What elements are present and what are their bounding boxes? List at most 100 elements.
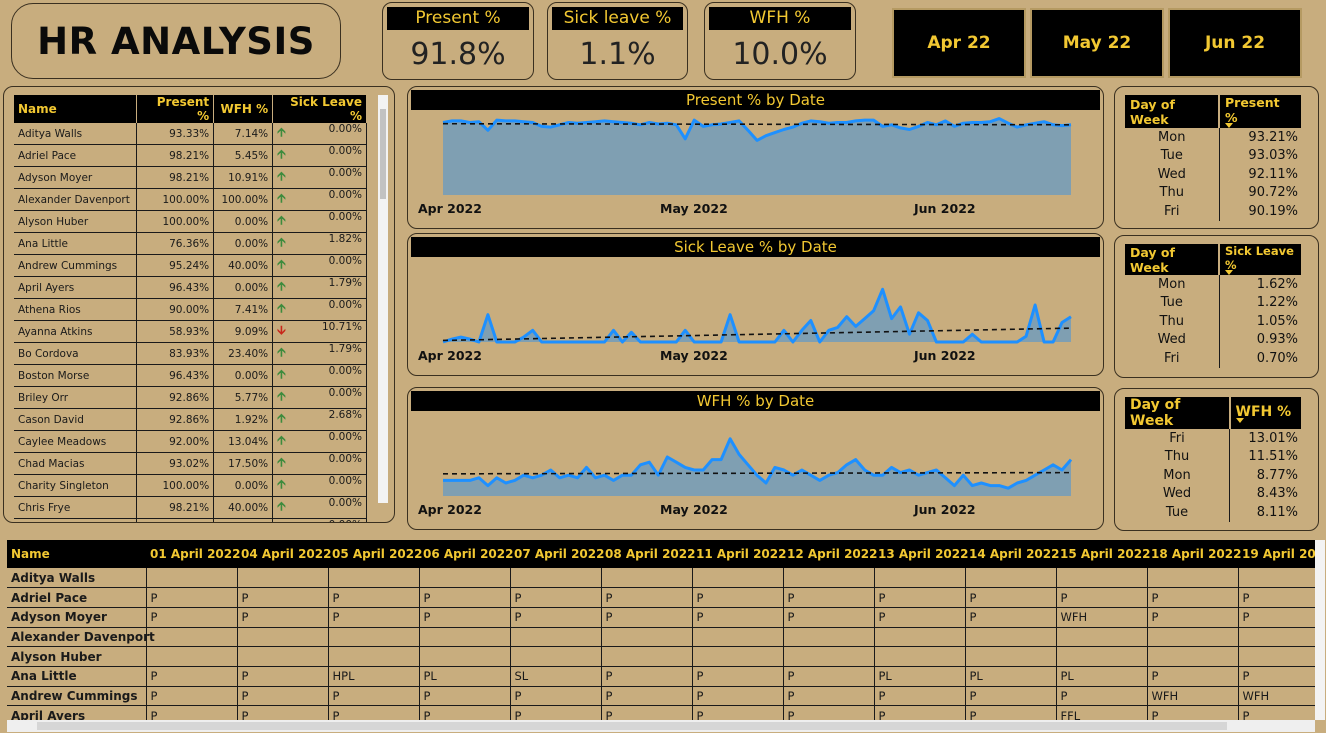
table-row[interactable]: Cason David 92.86% 1.92% 🡩 2.68% bbox=[14, 408, 367, 431]
att-col-date-header[interactable]: 12 April 2022 bbox=[783, 540, 877, 568]
month-slicer-may[interactable]: May 22 bbox=[1030, 8, 1164, 78]
arrow-up-icon: 🡩 bbox=[277, 367, 286, 381]
hscrollbar-thumb[interactable] bbox=[37, 722, 1227, 730]
att-status-cell: P bbox=[783, 666, 875, 687]
table-row[interactable]: Wed 0.93% bbox=[1125, 330, 1302, 349]
table-row[interactable]: Mon 1.62% bbox=[1125, 275, 1302, 294]
employee-name: Adriel Pace bbox=[14, 144, 138, 167]
att-col-name-header[interactable]: Name bbox=[7, 540, 146, 568]
col-present-header[interactable]: Present % bbox=[136, 95, 215, 123]
table-row[interactable]: Andrew Cummings 95.24% 40.00% 🡩 0.00% bbox=[14, 254, 367, 277]
arrow-up-icon: 🡩 bbox=[277, 257, 286, 271]
table-row[interactable]: Briley Orr 92.86% 5.77% 🡩 0.00% bbox=[14, 386, 367, 409]
att-col-date-header[interactable]: 08 April 2022 bbox=[601, 540, 695, 568]
table-row[interactable]: Athena Rios 90.00% 7.41% 🡩 0.00% bbox=[14, 298, 367, 321]
sick-header[interactable]: Sick Leave % bbox=[1219, 244, 1303, 275]
att-col-date-header[interactable]: 18 April 2022 bbox=[1147, 540, 1241, 568]
sick-value-cell: 🡩 0.00% bbox=[272, 210, 367, 233]
employee-table-scrollbar[interactable] bbox=[378, 95, 388, 503]
att-col-date-header[interactable]: 15 April 2022 bbox=[1056, 540, 1150, 568]
att-col-date-header[interactable]: 05 April 2022 bbox=[328, 540, 422, 568]
day-value: 11.51% bbox=[1248, 449, 1298, 465]
table-row[interactable]: Ciara Allison100.00%0.00%🡩0.00% bbox=[14, 518, 367, 522]
series-line bbox=[442, 287, 1072, 344]
table-row[interactable]: Andrew Cummings P P P P P P P P P P P WFH WFH bbox=[7, 686, 1315, 707]
att-status-cell bbox=[965, 627, 1057, 648]
table-row[interactable]: Thu 90.72% bbox=[1125, 183, 1302, 202]
table-row[interactable]: Mon 8.77% bbox=[1125, 466, 1302, 485]
table-row[interactable]: Chris Frye 98.21% 40.00% 🡩 0.00% bbox=[14, 496, 367, 519]
table-row[interactable]: Fri 90.19% bbox=[1125, 202, 1302, 221]
employee-name: Cason David bbox=[14, 408, 138, 431]
table-row[interactable]: Fri 13.01% bbox=[1125, 429, 1302, 448]
table-row[interactable]: April Ayers P P P P P P P P P P FFL P P bbox=[7, 705, 1315, 720]
table-row[interactable]: Aditya Walls 93.33% 7.14% 🡩 0.00% bbox=[14, 123, 367, 145]
att-status-cell: P bbox=[1056, 686, 1148, 707]
att-col-date-header[interactable]: 01 April 2022 bbox=[146, 540, 240, 568]
att-col-date-header[interactable]: 14 April 2022 bbox=[965, 540, 1059, 568]
dow-header[interactable]: Day of Week bbox=[1125, 397, 1231, 429]
scrollbar-thumb[interactable] bbox=[380, 109, 386, 199]
month-slicer-jun[interactable]: Jun 22 bbox=[1168, 8, 1302, 78]
att-status-cell: P bbox=[874, 686, 966, 707]
sick-value: 10.71% bbox=[321, 321, 362, 333]
table-row[interactable]: Bo Cordova 83.93% 23.40% 🡩 1.79% bbox=[14, 342, 367, 365]
table-row[interactable]: Adyson Moyer P P P P P P P P P P WFH P P bbox=[7, 607, 1315, 628]
table-row[interactable]: Ana Little P P HPL PL SL P P P PL PL PL P P bbox=[7, 666, 1315, 687]
table-row[interactable]: Tue 8.11% bbox=[1125, 503, 1302, 522]
table-row[interactable]: Alyson Huber bbox=[7, 646, 1315, 667]
wfh-value: 40.00% bbox=[213, 254, 274, 277]
table-row[interactable]: Alyson Huber 100.00% 0.00% 🡩 0.00% bbox=[14, 210, 367, 233]
att-col-date-header[interactable]: 07 April 2022 bbox=[510, 540, 604, 568]
att-status-cell: WFH bbox=[1056, 607, 1148, 628]
table-row[interactable]: Ayanna Atkins 58.93% 9.09% 🡫 10.71% bbox=[14, 320, 367, 343]
sick-value-cell: 🡩 0.00% bbox=[272, 386, 367, 409]
table-row[interactable]: Alexander Davenport 100.00% 100.00% 🡩 0.00% bbox=[14, 188, 367, 211]
table-row[interactable]: Thu 1.05% bbox=[1125, 312, 1302, 331]
table-row[interactable]: Mon 93.21% bbox=[1125, 128, 1302, 147]
kpi-present-value: 91.8% bbox=[410, 37, 506, 72]
att-col-date-header[interactable]: 06 April 2022 bbox=[419, 540, 513, 568]
table-row[interactable]: Tue 93.03% bbox=[1125, 146, 1302, 165]
att-col-date-header[interactable]: 13 April 2022 bbox=[874, 540, 968, 568]
table-row[interactable]: Ana Little 76.36% 0.00% 🡩 1.82% bbox=[14, 232, 367, 255]
att-col-date-header[interactable]: 04 April 2022 bbox=[237, 540, 331, 568]
col-sick-header[interactable]: Sick Leave % bbox=[272, 95, 367, 123]
table-row[interactable]: Thu 11.51% bbox=[1125, 447, 1302, 466]
att-status-cell bbox=[1147, 568, 1239, 589]
att-col-date-header[interactable]: 19 April 2022 bbox=[1238, 540, 1315, 568]
table-row[interactable]: Charity Singleton 100.00% 0.00% 🡩 0.00% bbox=[14, 474, 367, 497]
sick-chart-title: Sick Leave % by Date bbox=[411, 237, 1100, 257]
table-row[interactable]: Alexander Davenport bbox=[7, 627, 1315, 648]
dow-header[interactable]: Day of Week bbox=[1125, 244, 1220, 275]
kpi-present-card: Present % 91.8% bbox=[382, 2, 534, 80]
table-row[interactable]: Adriel Pace P P P P P P P P P P P P P bbox=[7, 587, 1315, 608]
table-row[interactable]: Adyson Moyer 98.21% 10.91% 🡩 0.00% bbox=[14, 166, 367, 189]
att-status-cell bbox=[874, 627, 966, 648]
table-row[interactable]: Wed 8.43% bbox=[1125, 484, 1302, 503]
present-value: 100.00% bbox=[136, 210, 215, 233]
table-row[interactable]: Wed 92.11% bbox=[1125, 165, 1302, 184]
table-row[interactable]: Boston Morse 96.43% 0.00% 🡩 0.00% bbox=[14, 364, 367, 387]
attendance-hscrollbar[interactable] bbox=[7, 720, 1315, 732]
present-header[interactable]: Present % bbox=[1219, 95, 1303, 128]
col-wfh-header[interactable]: WFH % bbox=[213, 95, 274, 123]
table-row[interactable]: April Ayers 96.43% 0.00% 🡩 1.79% bbox=[14, 276, 367, 299]
table-row[interactable]: Fri 0.70% bbox=[1125, 349, 1302, 368]
col-name-header[interactable]: Name bbox=[14, 95, 138, 123]
table-row[interactable]: Tue 1.22% bbox=[1125, 293, 1302, 312]
arrow-up-icon: 🡩 bbox=[277, 191, 286, 205]
table-row[interactable]: Caylee Meadows 92.00% 13.04% 🡩 0.00% bbox=[14, 430, 367, 453]
table-row[interactable]: Adriel Pace 98.21% 5.45% 🡩 0.00% bbox=[14, 144, 367, 167]
att-status-cell: P bbox=[874, 705, 966, 720]
table-row[interactable]: Aditya Walls bbox=[7, 568, 1315, 589]
day-value: 93.21% bbox=[1248, 129, 1298, 145]
month-slicer-apr[interactable]: Apr 22 bbox=[892, 8, 1026, 78]
arrow-up-icon: 🡩 bbox=[277, 301, 286, 315]
att-status-cell bbox=[1056, 568, 1148, 589]
wfh-header[interactable]: WFH % bbox=[1229, 397, 1304, 429]
table-row[interactable]: Chad Macias 93.02% 17.50% 🡩 0.00% bbox=[14, 452, 367, 475]
dow-header[interactable]: Day of Week bbox=[1125, 95, 1220, 128]
att-col-date-header[interactable]: 11 April 2022 bbox=[692, 540, 786, 568]
attendance-vscrollbar[interactable] bbox=[1315, 540, 1325, 720]
